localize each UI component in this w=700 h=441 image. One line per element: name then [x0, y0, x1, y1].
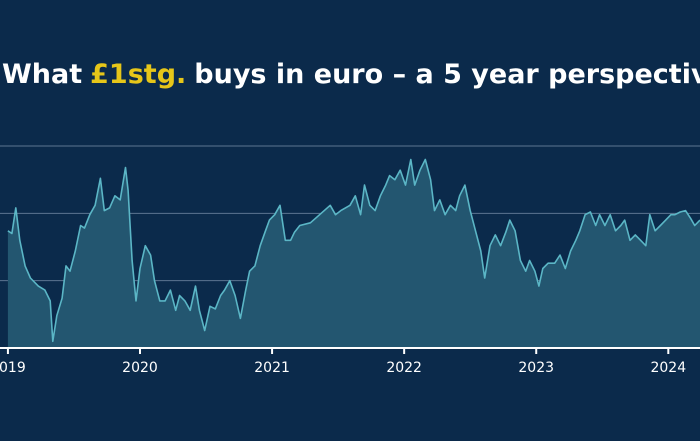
x-tick-label: 2021: [254, 360, 290, 376]
x-tick-label: 2024: [650, 360, 686, 376]
x-tick-label: 2023: [518, 360, 554, 376]
x-tick-label: 2019: [0, 360, 26, 376]
line: [7, 158, 700, 343]
x-tick-label: 2020: [122, 360, 158, 376]
area: [7, 159, 700, 348]
x-tick-label: 2022: [386, 360, 422, 376]
title-part: What: [2, 59, 82, 90]
chart-title: What £1stg. buys in euro – a 5 year perspe…: [2, 59, 700, 90]
title-part: £1stg.: [90, 59, 186, 90]
title-part: buys in euro – a 5 year perspective: [194, 59, 700, 90]
